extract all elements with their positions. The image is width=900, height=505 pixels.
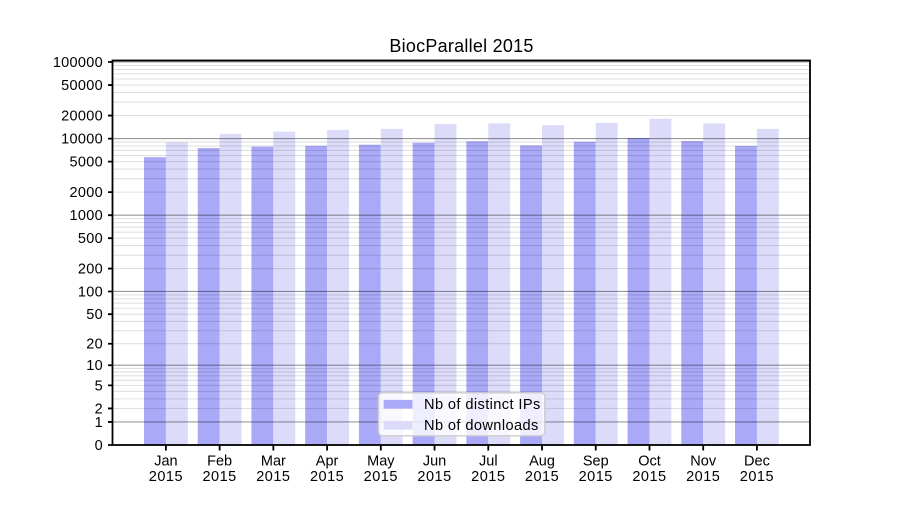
svg-text:Dec: Dec <box>744 454 770 470</box>
svg-text:100000: 100000 <box>53 55 103 71</box>
svg-text:5000: 5000 <box>70 155 103 171</box>
svg-text:5: 5 <box>95 378 103 394</box>
svg-text:2000: 2000 <box>70 185 103 201</box>
svg-text:2015: 2015 <box>256 469 290 485</box>
svg-text:1000: 1000 <box>70 208 103 224</box>
svg-text:50000: 50000 <box>61 78 103 94</box>
svg-text:Mar: Mar <box>261 454 286 470</box>
svg-text:Feb: Feb <box>207 454 232 470</box>
svg-text:Oct: Oct <box>638 454 661 470</box>
svg-text:20000: 20000 <box>61 109 103 125</box>
svg-text:2015: 2015 <box>310 469 344 485</box>
svg-text:Sep: Sep <box>583 454 609 470</box>
svg-text:2015: 2015 <box>149 469 183 485</box>
svg-text:Nb of distinct IPs: Nb of distinct IPs <box>424 397 541 413</box>
svg-text:500: 500 <box>78 231 103 247</box>
svg-text:2: 2 <box>95 401 103 417</box>
svg-text:10: 10 <box>86 358 103 374</box>
svg-text:1: 1 <box>95 415 103 431</box>
svg-text:20: 20 <box>86 337 103 353</box>
svg-text:200: 200 <box>78 262 103 278</box>
svg-text:Jan: Jan <box>154 454 177 470</box>
svg-text:50: 50 <box>86 307 103 323</box>
svg-text:May: May <box>367 454 395 470</box>
svg-text:2015: 2015 <box>579 469 613 485</box>
svg-text:2015: 2015 <box>686 469 720 485</box>
svg-text:2015: 2015 <box>525 469 559 485</box>
svg-text:2015: 2015 <box>632 469 666 485</box>
svg-text:2015: 2015 <box>740 469 774 485</box>
svg-text:Jun: Jun <box>423 454 446 470</box>
svg-text:2015: 2015 <box>364 469 398 485</box>
svg-text:Nov: Nov <box>690 454 717 470</box>
svg-text:Apr: Apr <box>316 454 339 470</box>
svg-text:2015: 2015 <box>471 469 505 485</box>
svg-text:Nb of downloads: Nb of downloads <box>424 418 539 434</box>
svg-text:Jul: Jul <box>479 454 498 470</box>
svg-text:BiocParallel 2015: BiocParallel 2015 <box>389 36 533 56</box>
svg-text:2015: 2015 <box>417 469 451 485</box>
svg-text:Aug: Aug <box>529 454 555 470</box>
svg-text:10000: 10000 <box>61 132 103 148</box>
svg-text:100: 100 <box>78 284 103 300</box>
svg-text:2015: 2015 <box>202 469 236 485</box>
svg-text:0: 0 <box>95 438 103 454</box>
